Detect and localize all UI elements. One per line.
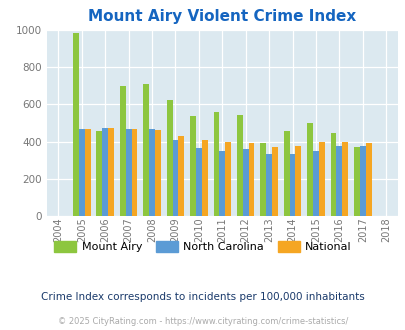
Bar: [155, 130, 160, 216]
Bar: [85, 128, 90, 216]
Bar: [108, 128, 114, 216]
Bar: [266, 154, 271, 216]
Bar: [172, 140, 178, 216]
Legend: Mount Airy, North Carolina, National: Mount Airy, North Carolina, National: [49, 237, 356, 257]
Bar: [295, 146, 301, 216]
Bar: [143, 84, 149, 216]
Text: Crime Index corresponds to incidents per 100,000 inhabitants: Crime Index corresponds to incidents per…: [41, 292, 364, 302]
Bar: [225, 142, 230, 216]
Bar: [260, 144, 266, 216]
Bar: [126, 129, 131, 216]
Bar: [365, 143, 371, 216]
Bar: [330, 133, 336, 216]
Bar: [312, 151, 318, 216]
Bar: [119, 86, 126, 216]
Bar: [219, 151, 225, 216]
Bar: [248, 144, 254, 216]
Bar: [196, 148, 201, 216]
Bar: [96, 131, 102, 216]
Bar: [166, 100, 172, 216]
Bar: [73, 33, 79, 216]
Text: © 2025 CityRating.com - https://www.cityrating.com/crime-statistics/: © 2025 CityRating.com - https://www.city…: [58, 317, 347, 326]
Bar: [79, 128, 85, 216]
Bar: [341, 142, 347, 216]
Bar: [283, 131, 289, 216]
Bar: [149, 129, 155, 216]
Bar: [213, 112, 219, 216]
Bar: [289, 154, 295, 216]
Bar: [318, 142, 324, 216]
Bar: [242, 149, 248, 216]
Title: Mount Airy Violent Crime Index: Mount Airy Violent Crime Index: [88, 9, 356, 24]
Bar: [271, 147, 277, 216]
Bar: [201, 140, 207, 216]
Bar: [237, 115, 242, 216]
Bar: [359, 146, 365, 216]
Bar: [353, 147, 359, 216]
Bar: [178, 136, 184, 216]
Bar: [131, 129, 137, 216]
Bar: [307, 123, 312, 216]
Bar: [336, 146, 341, 216]
Bar: [102, 128, 108, 216]
Bar: [190, 116, 196, 216]
